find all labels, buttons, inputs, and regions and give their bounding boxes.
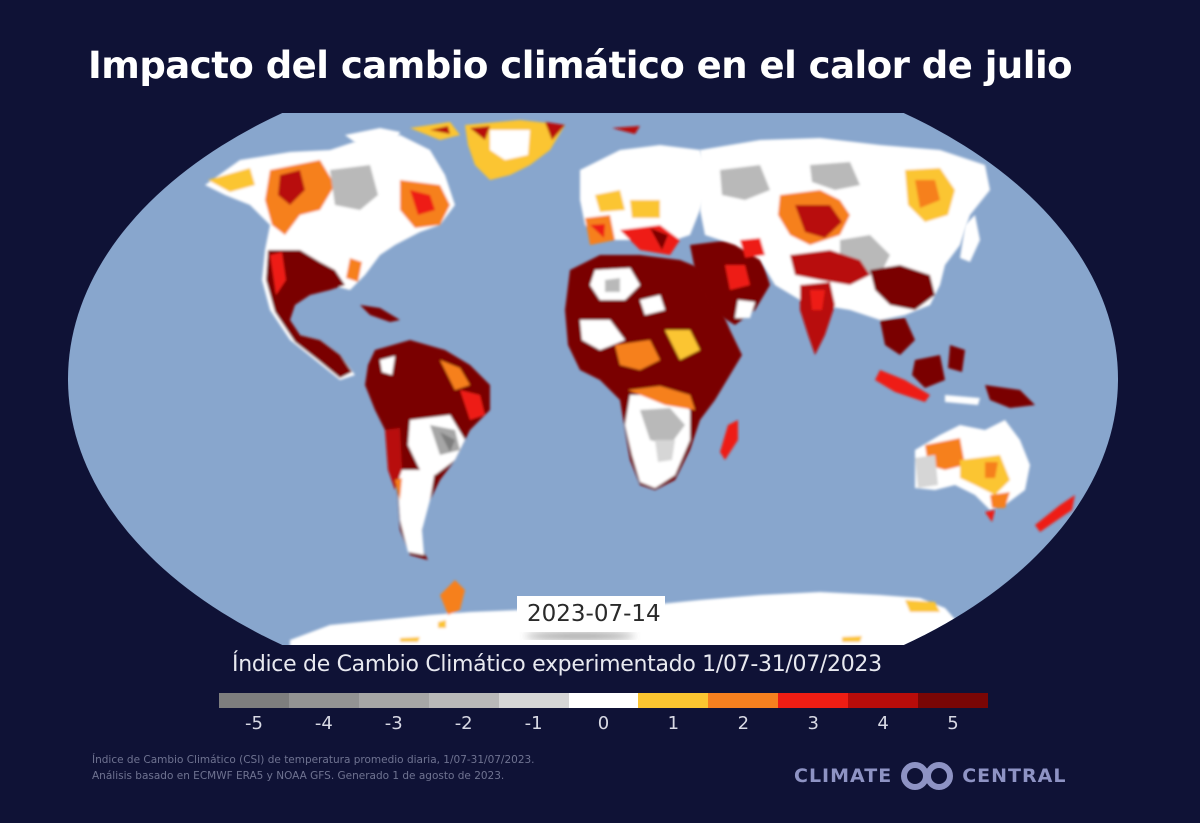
tasmania <box>985 510 995 522</box>
legend-tick: -2 <box>454 713 473 734</box>
legend-swatch <box>778 693 849 708</box>
legend-swatch <box>428 693 499 708</box>
legend-swatch <box>498 693 569 708</box>
legend-swatch <box>288 693 359 708</box>
arctic-islands <box>345 122 640 150</box>
legend-swatch <box>708 693 779 708</box>
legend-tick: 0 <box>597 713 610 734</box>
legend-tick: 3 <box>807 713 819 734</box>
south-america <box>365 340 490 560</box>
date-shadow <box>525 633 635 639</box>
page-title: Impacto del cambio climático en el calor… <box>88 44 1073 87</box>
footnote-line-2: Análisis basado en ECMWF ERA5 y NOAA GFS… <box>92 770 505 782</box>
greenland <box>465 120 565 180</box>
climate-central-logo: CLIMATE CENTRAL <box>794 761 1066 791</box>
legend-tick: 1 <box>667 713 680 734</box>
africa <box>565 255 742 490</box>
legend-ticks: -5 -4 -3 -2 -1 0 1 2 3 4 5 <box>219 713 988 739</box>
legend-swatch <box>358 693 429 708</box>
legend-tick: 4 <box>877 713 889 734</box>
japan <box>960 215 980 262</box>
europe <box>580 145 710 255</box>
asia <box>700 138 990 355</box>
legend-tick: 5 <box>947 713 959 734</box>
legend-swatch <box>638 693 709 708</box>
middle-east <box>690 240 770 325</box>
north-america <box>205 135 455 380</box>
legend-tick: -3 <box>384 713 403 734</box>
legend-tick: -5 <box>244 713 263 734</box>
madagascar <box>720 420 738 460</box>
footnote-line-1: Índice de Cambio Climático (CSI) de temp… <box>92 754 535 766</box>
indonesia <box>875 345 1035 408</box>
logo-text-right: CENTRAL <box>962 765 1067 787</box>
footnote: Índice de Cambio Climático (CSI) de temp… <box>92 752 535 784</box>
legend-tick: -1 <box>524 713 543 734</box>
legend-swatch <box>918 693 988 708</box>
legend-title: Índice de Cambio Climático experimentado… <box>232 652 882 677</box>
legend-color-scale <box>219 693 988 708</box>
legend-swatch <box>568 693 639 708</box>
australia <box>915 420 1030 510</box>
legend-tick: 2 <box>737 713 750 734</box>
new-zealand <box>1035 495 1075 532</box>
legend-swatch <box>848 693 919 708</box>
climate-central-logo-icon <box>901 762 954 790</box>
logo-text-left: CLIMATE <box>794 765 893 787</box>
legend-tick: -4 <box>314 713 333 734</box>
date-label: 2023-07-14 <box>517 596 665 632</box>
legend-swatch <box>219 693 289 708</box>
